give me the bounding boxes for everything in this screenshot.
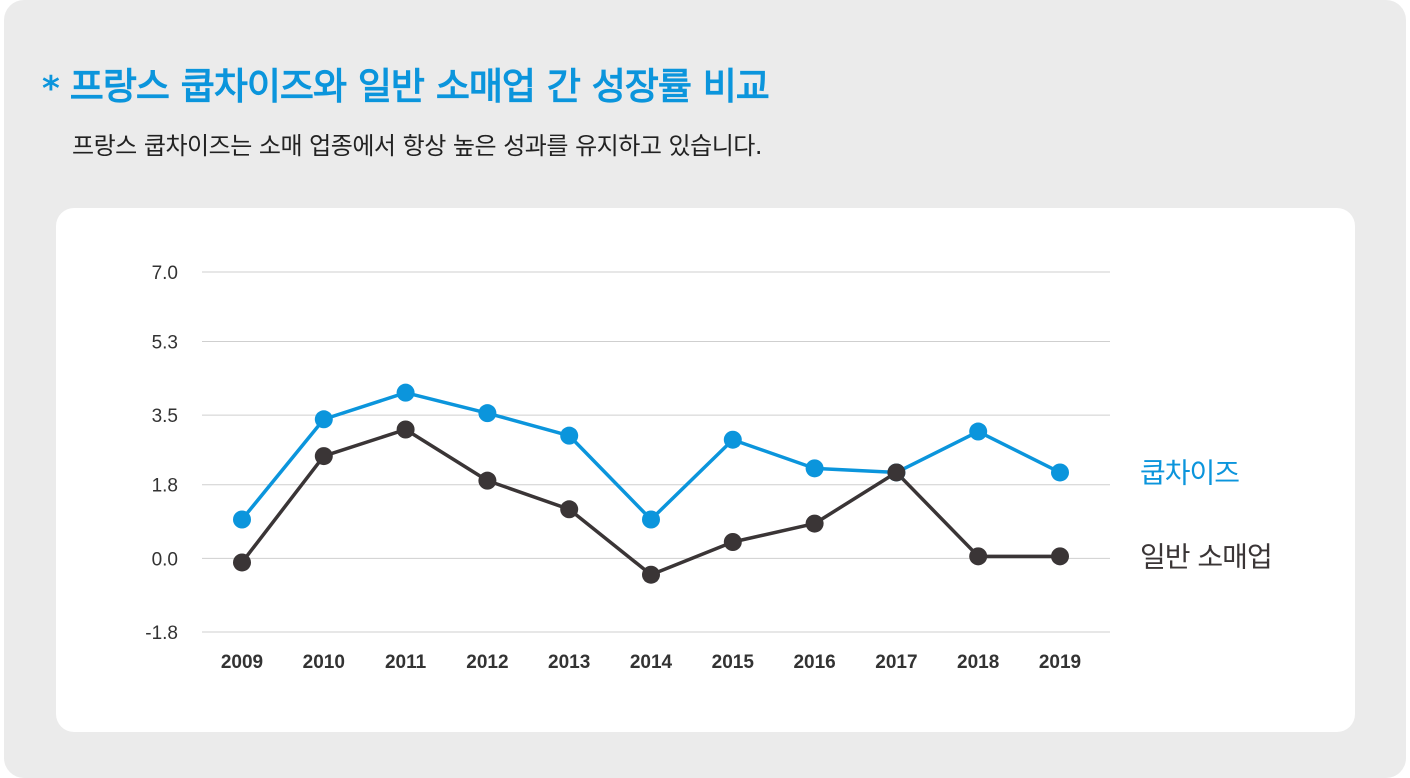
y-tick-label: 5.3 (152, 333, 178, 354)
data-point (314, 447, 333, 466)
x-tick-label: 2010 (303, 652, 345, 673)
data-point (233, 553, 251, 572)
y-tick-label: 0.0 (152, 549, 178, 570)
data-point (478, 471, 497, 490)
legend-label: 쿱차이즈 (1140, 456, 1239, 489)
data-point (478, 404, 497, 423)
series-line (240, 390, 1061, 522)
page-subtitle: 프랑스 쿱차이즈는 소매 업종에서 항상 높은 성과를 유지하고 있습니다. (72, 132, 762, 160)
data-point (233, 510, 251, 529)
asterisk-marker: * (42, 69, 60, 109)
title-row: * 프랑스 쿱차이즈와 일반 소매업 간 성장률 비교 (42, 58, 770, 109)
data-point (723, 533, 742, 551)
data-point (560, 500, 579, 519)
x-tick-label: 2014 (630, 652, 673, 673)
x-tick-label: 2019 (1039, 652, 1081, 673)
page-title: 프랑스 쿱차이즈와 일반 소매업 간 성장률 비교 (69, 65, 770, 108)
data-point (642, 510, 660, 529)
y-tick-label: 3.5 (152, 406, 178, 427)
x-tick-label: 2015 (712, 652, 755, 673)
y-tick-label: 7.0 (152, 263, 178, 284)
line-chart: 7.0 5.3 3.5 1.8 0.0 -1.8 2009 2010 2011 2012 2013 2… (145, 263, 1272, 673)
x-tick-label: 2016 (793, 652, 835, 673)
data-point (887, 463, 906, 482)
y-tick-label: 1.8 (152, 476, 178, 497)
legend-label: 일반 소매업 (1140, 540, 1272, 573)
data-point (1051, 463, 1069, 482)
data-point (805, 514, 824, 533)
x-tick-label: 2012 (466, 652, 508, 673)
data-point (642, 565, 660, 584)
data-point (314, 410, 333, 429)
chart-card: 7.0 5.3 3.5 1.8 0.0 -1.8 2009 2010 2011 2012 2013 2… (56, 208, 1355, 732)
x-tick-label: 2018 (957, 652, 999, 673)
data-point (396, 383, 415, 402)
x-tick-label: 2009 (221, 652, 263, 673)
x-tick-label: 2011 (385, 652, 427, 673)
y-tick-label: -1.8 (145, 623, 178, 644)
x-tick-label: 2017 (875, 652, 917, 673)
x-tick-label: 2013 (548, 652, 590, 673)
data-point (805, 459, 824, 478)
data-point (1051, 547, 1069, 566)
data-point (396, 420, 415, 439)
data-point (969, 547, 988, 566)
data-point (723, 430, 742, 449)
data-point (560, 426, 579, 445)
data-point (969, 422, 988, 441)
